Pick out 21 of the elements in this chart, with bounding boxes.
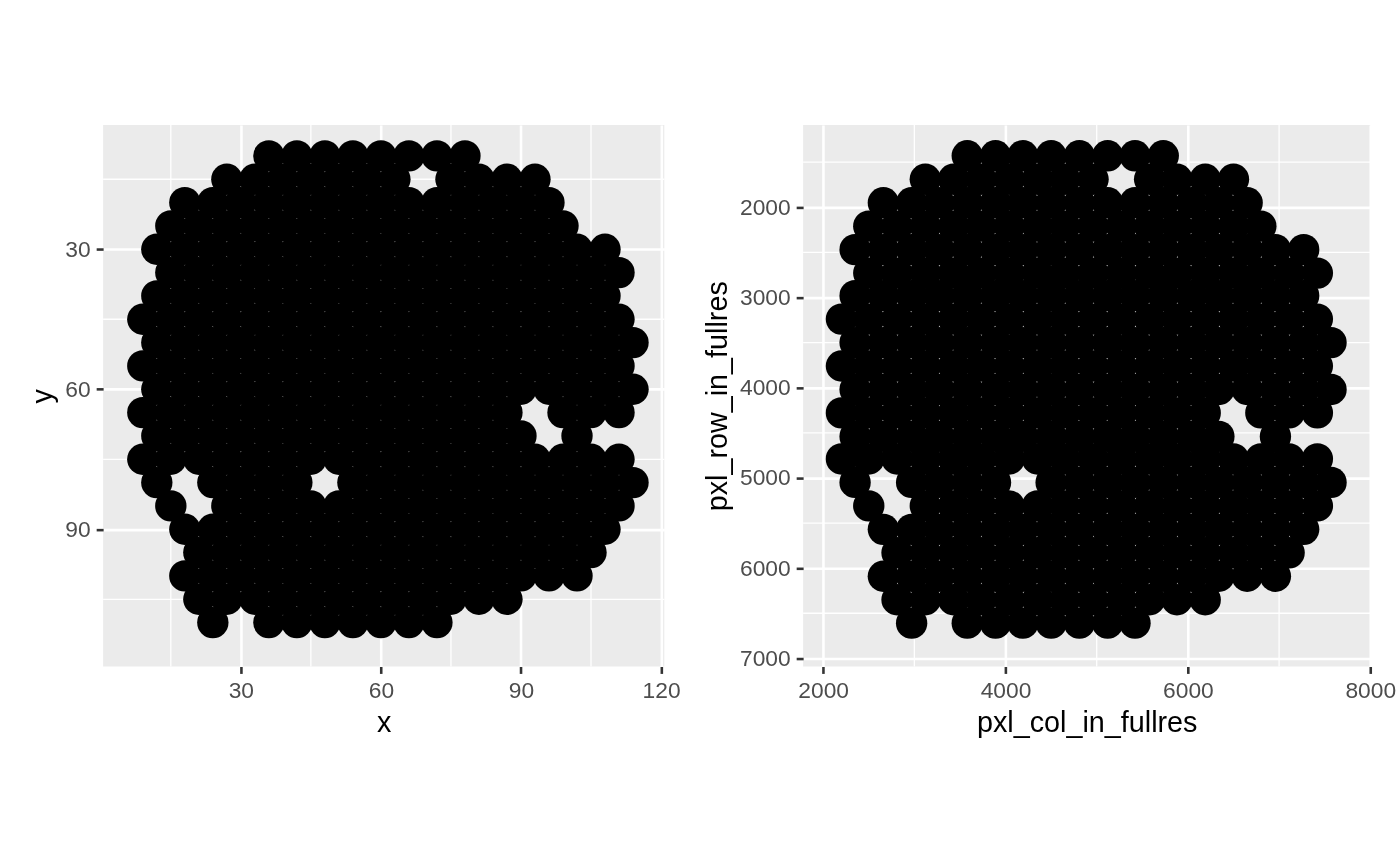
y-tick-label: 3000 <box>740 283 791 310</box>
x-tick-label: 4000 <box>980 676 1032 703</box>
y-tick-label: 2000 <box>740 193 791 220</box>
y-tick-label: 60 <box>65 375 91 402</box>
x-tick-label: 30 <box>228 676 255 703</box>
y-tick-label: 7000 <box>740 644 791 671</box>
y-tick-label: 4000 <box>740 374 791 401</box>
x-tick-label: 60 <box>368 676 395 703</box>
y-tick-label: 90 <box>65 515 91 542</box>
x-tick-label: 90 <box>508 676 535 703</box>
x-tick-label: 2000 <box>798 676 850 703</box>
y-tick-label: 30 <box>65 235 91 262</box>
y-tick-label: 6000 <box>740 554 791 581</box>
y-axis-title: pxl_row_in_fullres <box>701 281 734 512</box>
x-axis-title: x <box>377 706 393 739</box>
y-tick-label: 5000 <box>740 464 791 491</box>
x-axis-title: pxl_col_in_fullres <box>976 706 1198 739</box>
y-axis-title: y <box>26 388 59 404</box>
x-tick-label: 120 <box>642 676 681 703</box>
x-tick-label: 6000 <box>1163 676 1214 703</box>
x-tick-label: 8000 <box>1345 676 1397 703</box>
